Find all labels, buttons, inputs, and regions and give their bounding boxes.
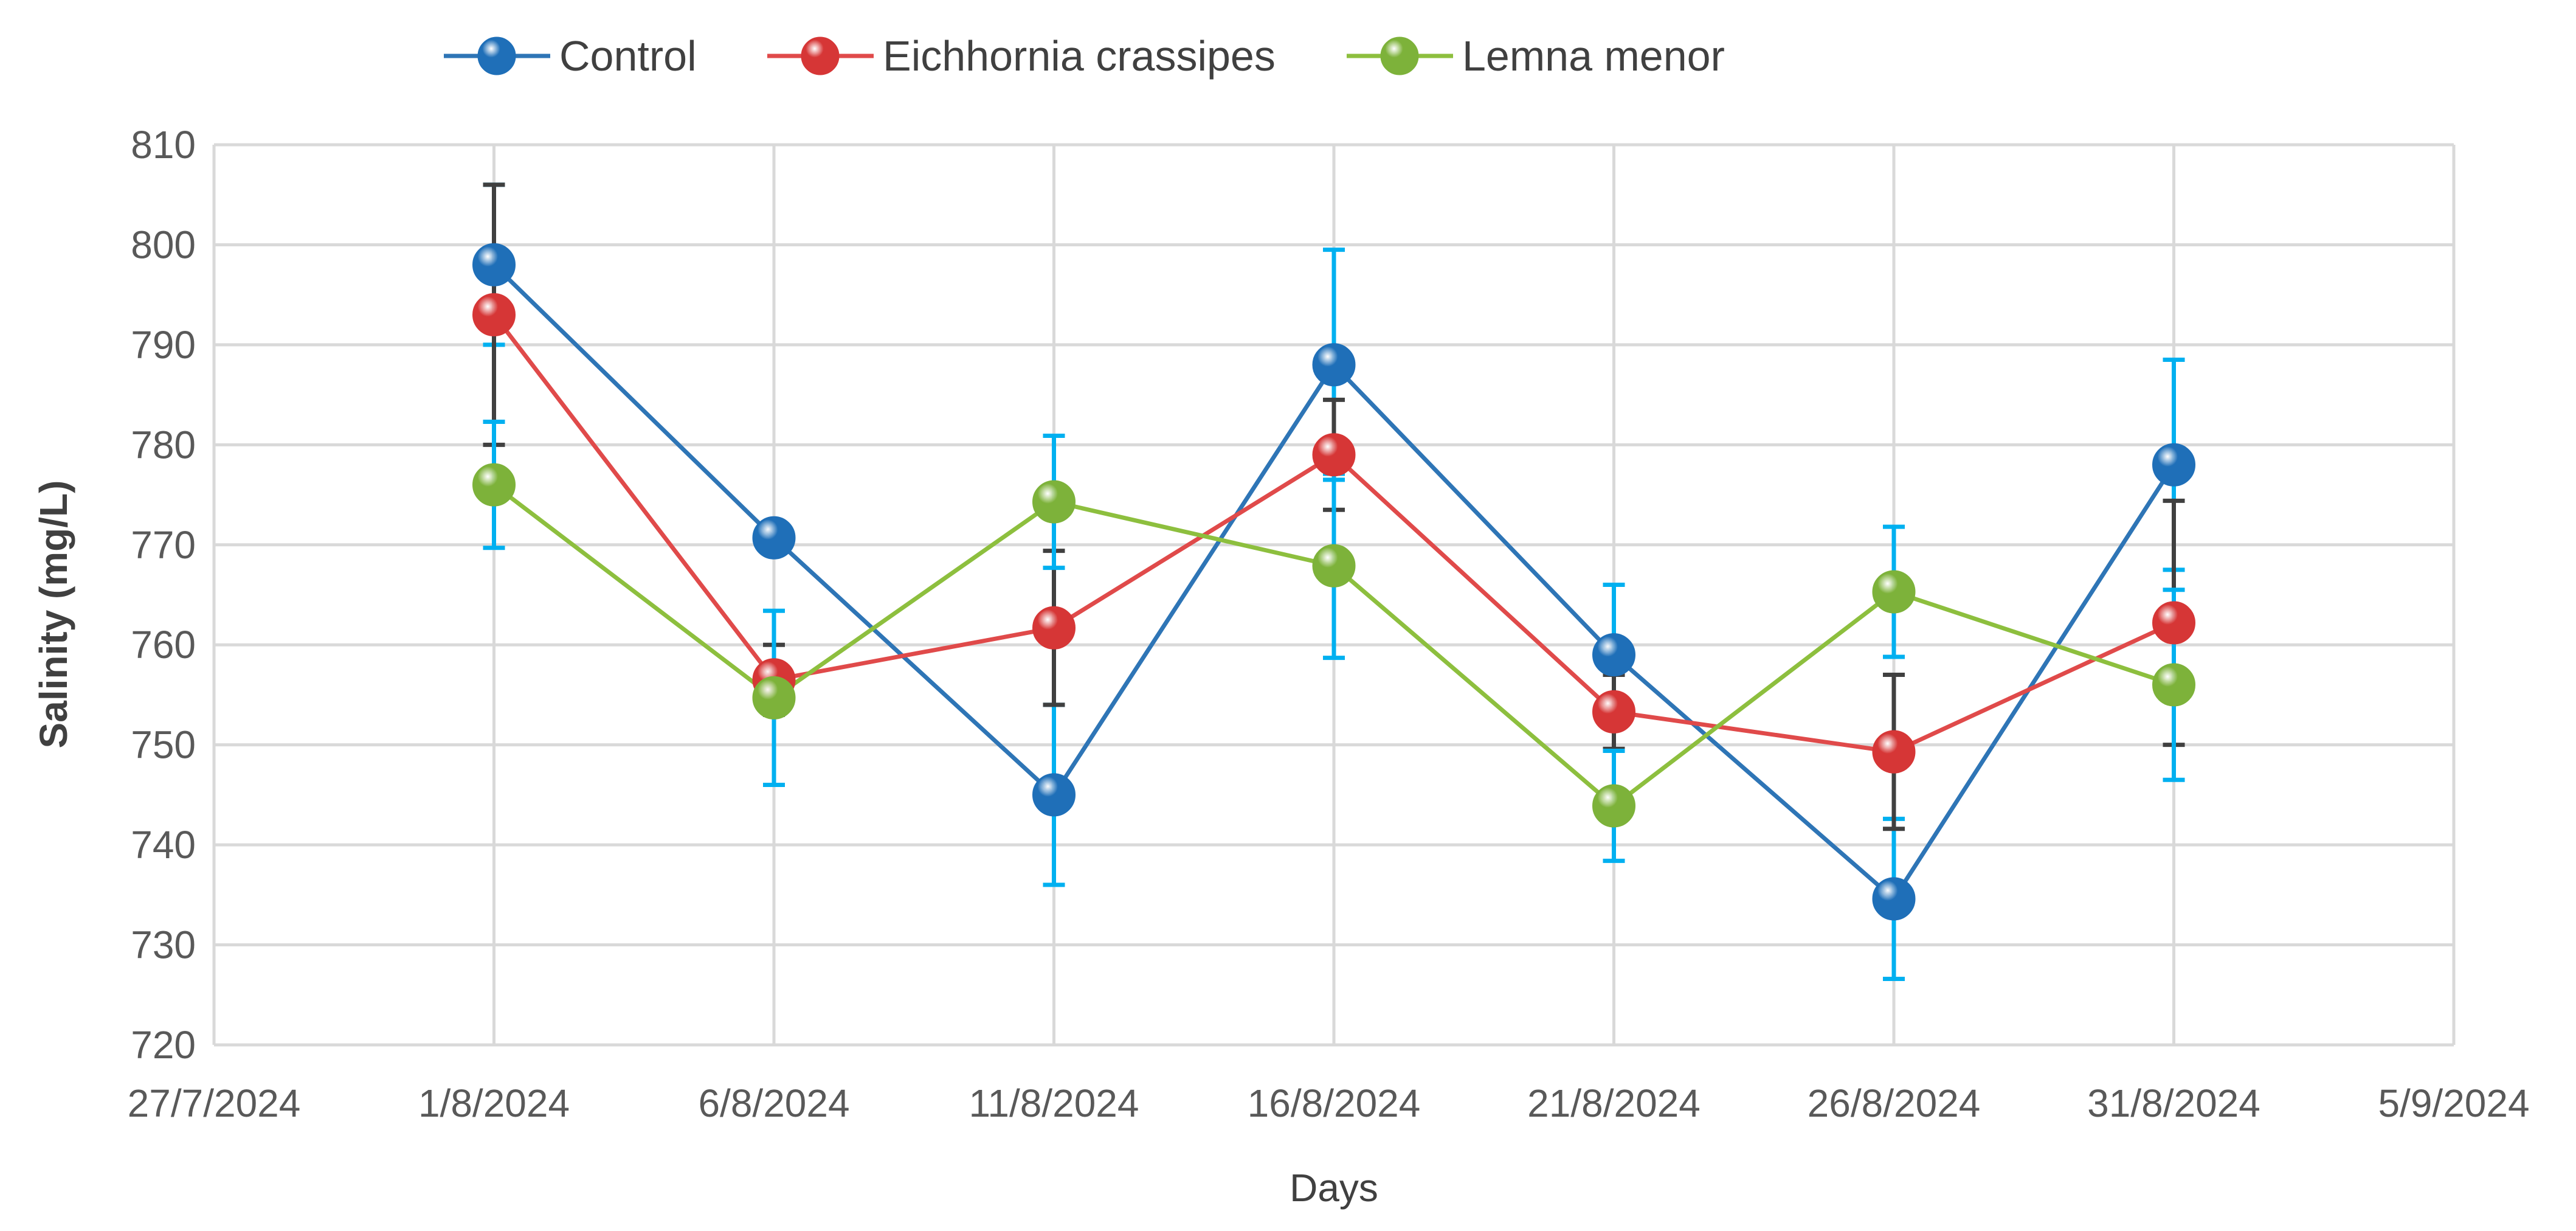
data-point-control <box>1872 877 1916 921</box>
data-point-control <box>1032 773 1076 817</box>
legend-marker <box>1380 36 1419 75</box>
y-tick-label: 780 <box>131 423 196 466</box>
y-tick-label: 730 <box>131 923 196 967</box>
y-tick-label: 800 <box>131 223 196 266</box>
data-point-control <box>2152 443 2195 487</box>
x-tick-label: 6/8/2024 <box>698 1081 849 1125</box>
data-point-lemna-menor <box>1592 784 1635 828</box>
data-point-eichhornia-crassipes <box>1032 606 1076 650</box>
data-point-eichhornia-crassipes <box>2152 601 2195 645</box>
legend-label: Eichhornia crassipes <box>883 32 1276 80</box>
x-tick-label: 31/8/2024 <box>2087 1081 2260 1125</box>
data-point-control <box>472 243 516 286</box>
legend-marker <box>477 36 516 75</box>
data-point-eichhornia-crassipes <box>1872 730 1916 774</box>
x-tick-label: 5/9/2024 <box>2378 1081 2529 1125</box>
x-tick-label: 1/8/2024 <box>418 1081 570 1125</box>
data-point-control <box>1312 343 1356 387</box>
y-axis-title: Salinity (mg/L) <box>32 480 75 749</box>
x-tick-label: 21/8/2024 <box>1527 1081 1701 1125</box>
y-tick-label: 770 <box>131 523 196 567</box>
data-point-eichhornia-crassipes <box>1312 433 1356 477</box>
x-axis-title: Days <box>1290 1166 1378 1210</box>
legend-label: Lemna menor <box>1462 32 1725 80</box>
x-tick-label: 26/8/2024 <box>1808 1081 1981 1125</box>
legend: Control Eichhornia crassipes Lemna menor <box>444 32 1725 80</box>
data-point-lemna-menor <box>2152 663 2195 707</box>
data-point-lemna-menor <box>752 676 796 720</box>
data-markers <box>472 243 2195 921</box>
y-tick-label: 740 <box>131 823 196 867</box>
data-point-eichhornia-crassipes <box>1592 690 1635 733</box>
y-tick-label: 750 <box>131 723 196 767</box>
data-point-lemna-menor <box>1872 570 1916 614</box>
legend-label: Control <box>559 32 697 80</box>
y-tick-label: 790 <box>131 323 196 367</box>
data-point-lemna-menor <box>1312 544 1356 588</box>
y-tick-label: 760 <box>131 623 196 667</box>
legend-marker <box>801 36 840 75</box>
y-tick-label: 720 <box>131 1023 196 1067</box>
data-point-lemna-menor <box>472 463 516 507</box>
y-tick-label: 810 <box>131 123 196 167</box>
data-point-control <box>752 516 796 560</box>
x-tick-label: 16/8/2024 <box>1248 1081 1421 1125</box>
x-tick-label: 27/7/2024 <box>128 1081 301 1125</box>
data-point-control <box>1592 633 1635 677</box>
data-point-eichhornia-crassipes <box>472 293 516 337</box>
x-tick-label: 11/8/2024 <box>969 1081 1139 1125</box>
data-point-lemna-menor <box>1032 480 1076 524</box>
axes: 720 730 740 750 760 770 780 790 800 810 27/7/2024 1… <box>128 123 2530 1125</box>
